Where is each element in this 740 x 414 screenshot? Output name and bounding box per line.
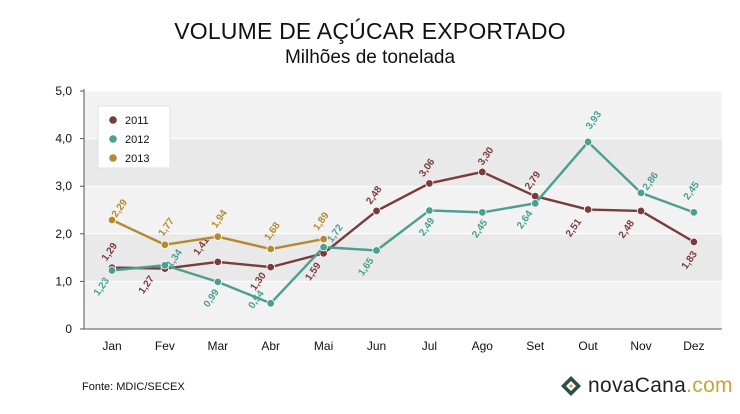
y-tick-label: 3,0: [55, 179, 72, 193]
grid-band: [84, 281, 722, 329]
data-point-2011: [583, 205, 593, 214]
y-tick-label: 5,0: [55, 84, 72, 98]
x-tick-label: Jan: [102, 339, 121, 353]
series-line-2012: [111, 140, 695, 305]
data-point-2012: [160, 261, 170, 270]
data-point-2012: [425, 206, 434, 215]
logo-domain-text: .com: [686, 374, 733, 397]
data-point-2012: [531, 199, 540, 208]
legend-label-2013: 2013: [125, 153, 149, 165]
data-point-2011: [689, 237, 699, 247]
x-tick-label: Fev: [155, 339, 175, 353]
data-point-2011: [425, 179, 434, 188]
grid-band: [84, 138, 722, 187]
y-tick-label: 4,0: [55, 132, 72, 146]
data-point-2013: [160, 240, 170, 249]
x-tick-label: Nov: [630, 339, 651, 353]
logo-main-text: novaCana: [588, 374, 687, 397]
chart-subtitle: Milhões de tonelada: [284, 47, 456, 68]
data-point-2013: [266, 244, 275, 254]
y-tick-label: 0: [65, 322, 72, 336]
chart-title: VOLUME DE AÇÚCAR EXPORTADO: [174, 18, 566, 44]
legend-label-2011: 2011: [125, 115, 149, 127]
source-note: Fonte: MDIC/SECEX: [82, 381, 185, 393]
y-tick-label: 1,0: [55, 274, 72, 288]
data-point-2012: [689, 208, 699, 217]
data-point-2013: [213, 232, 222, 241]
data-point-2011: [266, 262, 275, 272]
data-point-2012: [319, 242, 328, 252]
data-point-2011: [372, 206, 381, 216]
data-point-2012: [583, 137, 593, 147]
logo-text: novaCana.com: [588, 374, 733, 398]
logo-diamond-icon: [561, 376, 581, 396]
data-point-2012: [107, 266, 117, 275]
x-tick-label: Mar: [207, 339, 228, 353]
legend-marker-2013: [109, 154, 117, 162]
y-tick-label: 2,0: [55, 227, 72, 241]
data-point-2011: [213, 257, 222, 267]
series-line-2011: [111, 170, 695, 270]
x-tick-label: Out: [578, 339, 598, 353]
novacana-logo: novaCana.com: [560, 374, 733, 398]
x-tick-label: Ago: [472, 339, 494, 353]
x-tick-label: Mai: [314, 339, 333, 353]
data-point-2012: [636, 188, 646, 198]
data-point-2011: [636, 206, 646, 216]
data-point-2012: [478, 208, 487, 217]
x-tick-label: Jun: [367, 339, 386, 353]
x-tick-label: Abr: [261, 339, 280, 353]
data-point-2013: [107, 215, 117, 225]
data-point-2012: [372, 246, 381, 255]
x-tick-label: Set: [526, 339, 545, 353]
legend-marker-2011: [109, 116, 117, 124]
data-point-2012: [213, 277, 222, 287]
data-point-2012: [266, 299, 275, 308]
legend-label-2012: 2012: [125, 134, 149, 146]
grid-band: [84, 91, 722, 139]
data-point-2013: [319, 234, 328, 244]
legend-marker-2012: [109, 135, 117, 143]
x-tick-label: Dez: [683, 339, 704, 353]
x-tick-label: Jul: [422, 339, 437, 353]
data-point-2011: [478, 167, 487, 177]
